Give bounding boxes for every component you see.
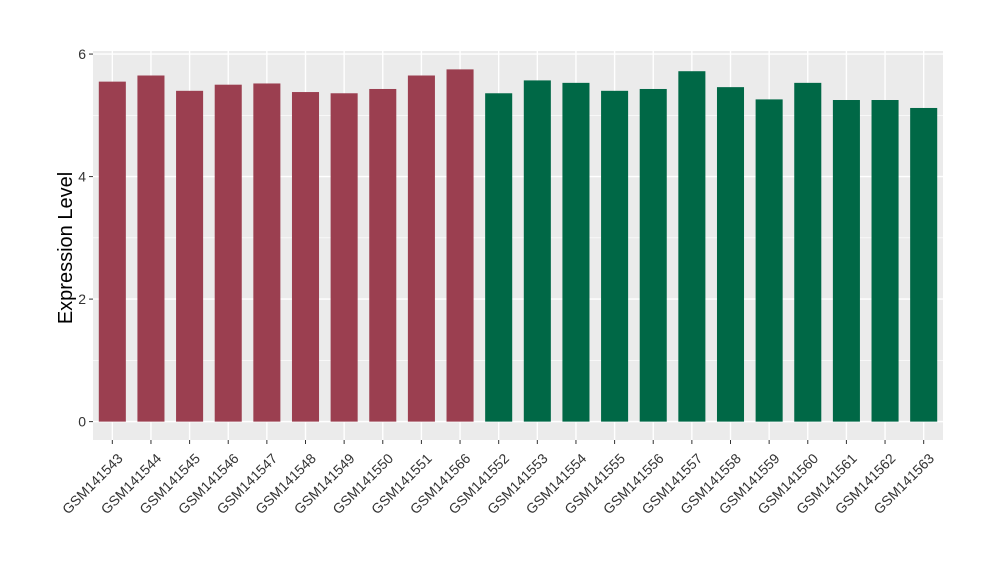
bar-GSM141552 — [485, 93, 513, 422]
bar-GSM141549 — [330, 93, 358, 422]
bar-GSM141560 — [794, 82, 822, 422]
y-tick-label: 4 — [78, 169, 86, 185]
bar-GSM141566 — [446, 69, 474, 422]
y-tick-label: 2 — [78, 291, 86, 307]
bars — [98, 69, 938, 422]
bar-GSM141547 — [253, 83, 281, 422]
bar-GSM141546 — [214, 84, 242, 422]
bar-GSM141562 — [871, 100, 899, 422]
x-axis: GSM141543GSM141544GSM141545GSM141546GSM1… — [59, 440, 937, 517]
bar-GSM141563 — [910, 107, 938, 422]
y-axis-label: Expression Level — [55, 172, 77, 324]
bar-GSM141551 — [407, 75, 435, 422]
bar-GSM141550 — [369, 88, 397, 422]
bar-GSM141548 — [291, 92, 320, 422]
y-axis: 0 2 4 6 — [78, 46, 93, 430]
bar-GSM141561 — [832, 100, 860, 422]
bar-GSM141559 — [755, 99, 783, 422]
bar-GSM141556 — [639, 88, 667, 422]
bar-GSM141544 — [137, 75, 165, 422]
bar-GSM141543 — [98, 81, 126, 422]
bar-GSM141558 — [716, 87, 745, 422]
bar-GSM141554 — [562, 82, 590, 422]
bar-GSM141553 — [523, 80, 551, 422]
bar-GSM141545 — [176, 90, 204, 422]
bar-GSM141555 — [601, 90, 629, 422]
y-tick-label: 6 — [78, 46, 86, 62]
y-tick-label: 0 — [78, 414, 86, 430]
bar-GSM141557 — [678, 71, 706, 422]
